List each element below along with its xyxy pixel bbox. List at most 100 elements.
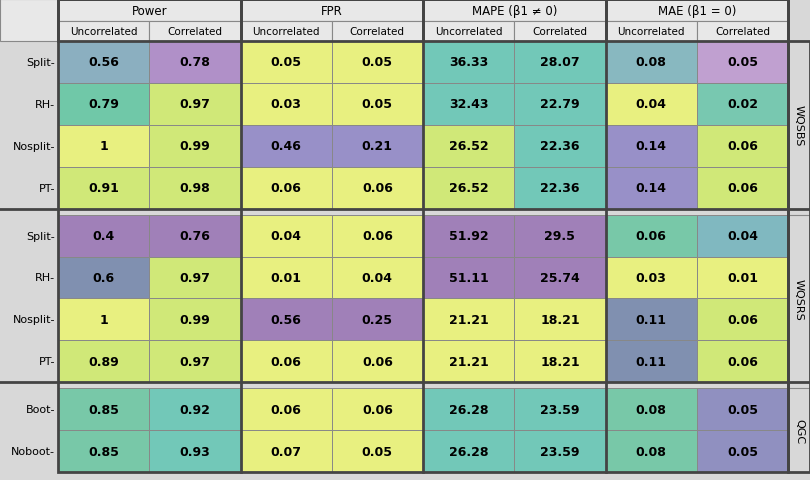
Text: 0.56: 0.56 — [271, 313, 301, 326]
Bar — [514, 84, 606, 126]
Text: 23.59: 23.59 — [540, 444, 580, 457]
Text: PT-: PT- — [39, 357, 55, 367]
Bar — [423, 341, 514, 383]
Text: 0.04: 0.04 — [271, 229, 301, 242]
Bar — [58, 257, 149, 299]
Bar — [514, 22, 606, 42]
Text: Correlated: Correlated — [350, 27, 405, 37]
Text: 32.43: 32.43 — [449, 98, 488, 111]
Bar — [332, 126, 423, 168]
Text: 0.05: 0.05 — [727, 56, 758, 69]
Text: 0.06: 0.06 — [271, 355, 301, 368]
Bar — [241, 257, 332, 299]
Bar — [58, 299, 149, 341]
Bar — [423, 126, 514, 168]
Bar — [58, 0, 788, 42]
Bar — [332, 257, 423, 299]
Text: 0.11: 0.11 — [636, 355, 667, 368]
Text: 0.85: 0.85 — [88, 444, 119, 457]
Bar — [606, 299, 697, 341]
Bar — [606, 0, 788, 22]
Bar — [149, 341, 241, 383]
Text: 0.01: 0.01 — [727, 271, 758, 284]
Bar — [241, 0, 423, 22]
Text: 0.04: 0.04 — [727, 229, 758, 242]
Bar — [423, 22, 514, 42]
Bar — [606, 388, 697, 430]
Text: QGC: QGC — [794, 418, 804, 443]
Bar — [149, 22, 241, 42]
Bar — [332, 430, 423, 472]
Text: 0.6: 0.6 — [92, 271, 115, 284]
Bar — [58, 22, 149, 42]
Bar — [149, 388, 241, 430]
Bar — [149, 299, 241, 341]
Bar — [697, 430, 788, 472]
Bar — [514, 430, 606, 472]
Text: MAPE (β1 ≠ 0): MAPE (β1 ≠ 0) — [471, 4, 557, 17]
Bar — [149, 430, 241, 472]
Bar — [788, 388, 810, 472]
Text: 0.05: 0.05 — [362, 98, 393, 111]
Bar — [788, 215, 810, 383]
Bar — [149, 84, 241, 126]
Bar — [606, 341, 697, 383]
Text: 22.36: 22.36 — [540, 182, 580, 195]
Bar — [423, 42, 514, 84]
Bar — [149, 42, 241, 84]
Text: 0.02: 0.02 — [727, 98, 758, 111]
Bar — [697, 42, 788, 84]
Bar — [332, 22, 423, 42]
Text: 0.05: 0.05 — [362, 444, 393, 457]
Text: 0.4: 0.4 — [92, 229, 115, 242]
Bar — [241, 430, 332, 472]
Text: 0.06: 0.06 — [636, 229, 667, 242]
Text: 0.91: 0.91 — [88, 182, 119, 195]
Bar — [423, 168, 514, 209]
Bar — [697, 388, 788, 430]
Bar — [58, 388, 149, 430]
Text: 0.98: 0.98 — [180, 182, 211, 195]
Text: 0.06: 0.06 — [727, 355, 758, 368]
Text: 18.21: 18.21 — [540, 313, 580, 326]
Text: 0.92: 0.92 — [180, 403, 211, 416]
Text: 0.04: 0.04 — [362, 271, 393, 284]
Text: 1: 1 — [100, 313, 108, 326]
Text: Correlated: Correlated — [168, 27, 223, 37]
Bar — [423, 299, 514, 341]
Bar — [332, 84, 423, 126]
Text: 0.21: 0.21 — [362, 140, 393, 153]
Text: 0.46: 0.46 — [271, 140, 301, 153]
Text: 0.76: 0.76 — [180, 229, 211, 242]
Bar — [332, 42, 423, 84]
Bar — [606, 22, 697, 42]
Bar — [423, 388, 514, 430]
Text: Uncorrelated: Uncorrelated — [253, 27, 320, 37]
Text: 0.08: 0.08 — [636, 444, 667, 457]
Text: Uncorrelated: Uncorrelated — [435, 27, 502, 37]
Text: 0.78: 0.78 — [180, 56, 211, 69]
Bar — [58, 430, 149, 472]
Text: 0.93: 0.93 — [180, 444, 211, 457]
Text: 0.06: 0.06 — [727, 140, 758, 153]
Text: 0.05: 0.05 — [727, 444, 758, 457]
Bar — [58, 42, 149, 84]
Text: 0.05: 0.05 — [362, 56, 393, 69]
Text: 0.89: 0.89 — [88, 355, 119, 368]
Bar — [149, 168, 241, 209]
Text: 0.56: 0.56 — [88, 56, 119, 69]
Text: 0.07: 0.07 — [271, 444, 301, 457]
Text: Nosplit-: Nosplit- — [12, 142, 55, 151]
Text: 0.14: 0.14 — [636, 140, 667, 153]
Bar — [241, 84, 332, 126]
Text: 0.06: 0.06 — [362, 182, 393, 195]
Text: 0.06: 0.06 — [271, 403, 301, 416]
Bar — [606, 168, 697, 209]
Bar — [241, 215, 332, 257]
Text: Split-: Split- — [26, 58, 55, 68]
Text: 25.74: 25.74 — [540, 271, 580, 284]
Bar — [606, 430, 697, 472]
Text: 0.03: 0.03 — [636, 271, 667, 284]
Text: 0.14: 0.14 — [636, 182, 667, 195]
Bar — [149, 215, 241, 257]
